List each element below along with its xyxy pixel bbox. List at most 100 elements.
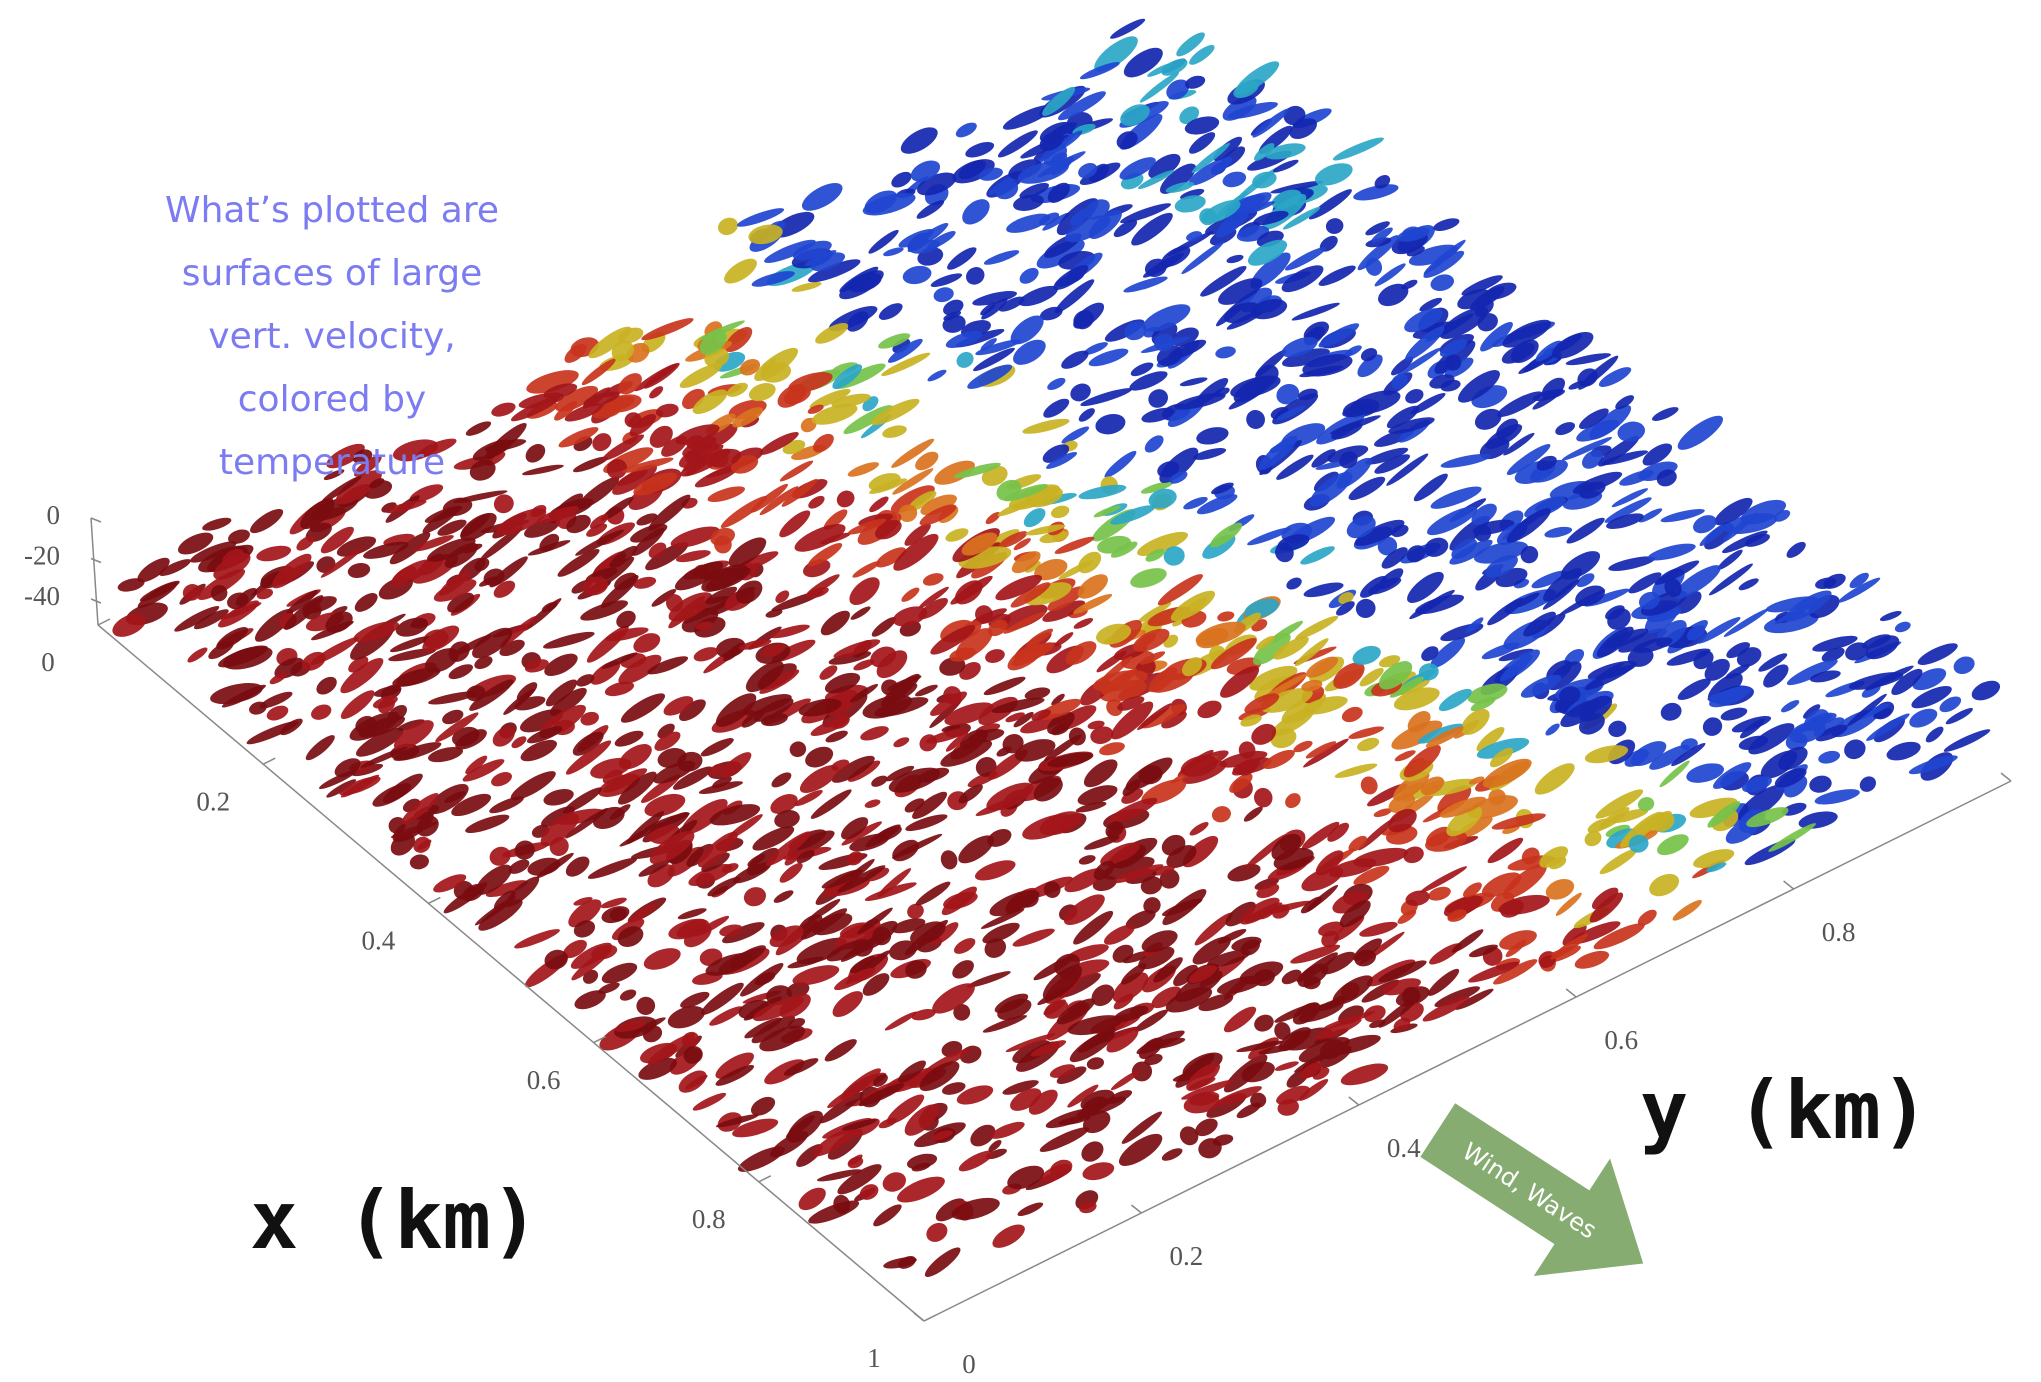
- y-tick-label: 0: [962, 1349, 976, 1379]
- z-axis-line: [91, 518, 98, 625]
- isosurface-blob: [1179, 376, 1208, 388]
- isosurface-blob: [1077, 406, 1098, 425]
- isosurface-blob: [1440, 451, 1492, 471]
- isosurface-blob: [1340, 704, 1365, 725]
- isosurface-blob: [1160, 1146, 1184, 1164]
- x-tick: [924, 1315, 936, 1321]
- isosurface-blob: [822, 1035, 860, 1065]
- isosurface-blob: [1142, 432, 1167, 456]
- isosurface-blob: [1080, 1159, 1116, 1183]
- isosurface-blob: [1072, 616, 1094, 631]
- isosurface-blob: [834, 487, 858, 511]
- annotation-line: surfaces of large: [182, 253, 483, 294]
- isosurface-blob: [522, 440, 549, 466]
- isosurface-blob: [1923, 724, 1946, 745]
- isosurface-blob: [1045, 375, 1067, 392]
- isosurface-blob: [1040, 395, 1072, 421]
- isosurface-blob: [954, 120, 980, 141]
- isosurface-blob: [846, 459, 880, 479]
- isosurface-blob: [849, 604, 872, 622]
- isosurface-blob: [769, 769, 794, 790]
- isosurface-blob: [352, 589, 381, 615]
- isosurface-blob: [876, 300, 905, 324]
- isosurface-blob: [490, 400, 518, 419]
- isosurface-blob: [921, 571, 945, 588]
- y-tick-label: 0.8: [1822, 917, 1856, 947]
- z-tick-label: 0: [47, 500, 61, 530]
- isosurface-blob: [1969, 677, 2003, 705]
- isosurface-blob: [1646, 869, 1683, 900]
- isosurface-blob: [916, 731, 941, 755]
- isosurface-blob: [574, 672, 596, 690]
- isosurface-blob: [1670, 897, 1704, 923]
- isosurface-blob: [870, 1201, 904, 1230]
- isosurface-blob: [699, 735, 736, 760]
- isosurface-blob: [973, 856, 1018, 885]
- isosurface-blob: [1893, 620, 1912, 635]
- isosurface-blob: [1432, 216, 1461, 234]
- z-tick-label: -40: [24, 581, 60, 611]
- isosurface-blob: [914, 683, 939, 699]
- isosurface-blob: [1021, 416, 1070, 437]
- isosurface-blob: [923, 1219, 951, 1246]
- isosurface-blob: [951, 935, 978, 957]
- isosurface-blob: [869, 773, 889, 789]
- isosurface-blob: [1221, 169, 1248, 190]
- isosurface-blob: [1879, 609, 1903, 623]
- isosurface-blob: [512, 838, 537, 863]
- isosurface-blob: [963, 264, 988, 289]
- annotation-line: temperature: [219, 442, 445, 483]
- isosurface-blob: [926, 368, 948, 384]
- z-tick: [91, 518, 101, 522]
- isosurface-blob: [1654, 830, 1692, 860]
- isosurface-blob: [1338, 1059, 1390, 1090]
- isosurface-blob: [982, 674, 1027, 699]
- isosurface-blob: [1951, 653, 1978, 677]
- isosurface-blob: [1673, 410, 1727, 455]
- y-tick: [1784, 881, 1794, 889]
- isosurface-blob: [1291, 300, 1341, 323]
- y-tick: [1566, 989, 1576, 997]
- isosurface-blob: [778, 458, 815, 484]
- isosurface-blob: [1650, 404, 1680, 423]
- z-tick-label: -20: [24, 541, 60, 571]
- isosurface-blob: [989, 1220, 1029, 1253]
- x-tick-label: 0.2: [196, 786, 230, 816]
- isosurface-blob: [1049, 504, 1071, 521]
- isosurface-blob: [817, 606, 854, 639]
- isosurface-blob: [542, 629, 596, 652]
- isosurface-blob: [487, 844, 514, 869]
- isosurface-blob: [1915, 639, 1960, 669]
- isosurface-blob: [1606, 718, 1629, 740]
- isosurface-blob: [1077, 1137, 1107, 1166]
- isosurface-blob: [1078, 853, 1097, 866]
- isosurface-blob: [1646, 540, 1697, 564]
- x-tick-label: 0.4: [362, 926, 396, 956]
- isosurface-blob: [1214, 345, 1237, 361]
- isosurface-blob: [463, 811, 511, 837]
- x-tick-label: 1: [867, 1343, 881, 1373]
- isosurface-blob: [464, 419, 493, 439]
- isosurface-blob: [715, 215, 741, 239]
- y-tick: [1349, 1097, 1359, 1105]
- isosurface-blob: [1284, 575, 1303, 592]
- isosurface-blob: [1942, 726, 1992, 755]
- isosurface-blob: [1216, 610, 1235, 623]
- isosurface-blob: [1114, 1128, 1167, 1172]
- isosurface-blob: [706, 483, 747, 505]
- isosurface-blob: [255, 543, 293, 564]
- isosurface-blob: [741, 884, 768, 909]
- isosurface-blob: [1324, 216, 1345, 236]
- isosurface-blob: [881, 423, 908, 440]
- x-tick-label: 0.6: [527, 1065, 561, 1095]
- isosurface-blob: [888, 835, 922, 865]
- isosurface-blob: [1195, 697, 1225, 721]
- isosurface-blob: [1195, 424, 1231, 447]
- isosurface-blob: [953, 349, 976, 371]
- y-tick-label: 0.6: [1604, 1025, 1638, 1055]
- chart: 00.20.40.60.8100.20.40.60.810-20-40 What…: [0, 0, 2041, 1382]
- isosurface-blob: [247, 505, 287, 538]
- isosurface-blob: [791, 280, 823, 294]
- y-axis-label: y (km): [1640, 1064, 1929, 1157]
- x-tick: [759, 1176, 771, 1182]
